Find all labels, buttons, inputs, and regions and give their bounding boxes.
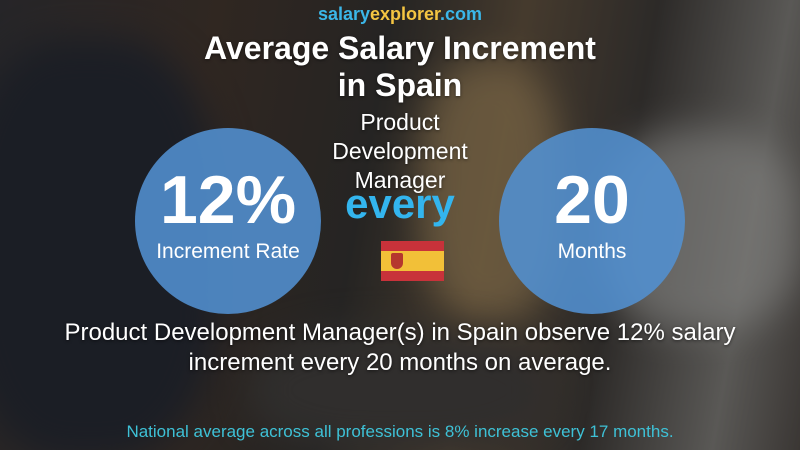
brand-part-explorer: explorer [370, 4, 441, 24]
brand-part-salary: salary [317, 4, 370, 24]
summary-line-1: Product Development Manager(s) in Spain … [64, 319, 736, 346]
every-connector: every [345, 180, 455, 227]
increment-rate-value: 12% [159, 162, 297, 238]
period-value: 20 [554, 162, 630, 238]
job-line-1: Product [360, 109, 440, 135]
spain-flag-icon [381, 241, 444, 281]
brand-part-com: .com [440, 4, 483, 24]
job-line-3: Manager [354, 167, 446, 193]
summary-line-2: increment every 20 months on average. [188, 349, 612, 376]
increment-rate-label: Increment Rate [156, 240, 300, 263]
increment-rate-circle: 12% Increment Rate [135, 128, 321, 314]
brand-logo: salaryexplorer.com [0, 4, 800, 25]
page-title: Average Salary Increment in Spain [0, 30, 800, 104]
period-label: Months [557, 240, 627, 263]
job-title: Product Development Manager [0, 108, 800, 195]
title-line-2: in Spain [337, 67, 463, 103]
summary-text: Product Development Manager(s) in Spain … [0, 318, 800, 378]
period-circle: 20 Months [499, 128, 685, 314]
national-average-note: National average across all professions … [126, 422, 674, 441]
job-line-2: Development [332, 138, 468, 164]
title-line-1: Average Salary Increment [204, 30, 596, 66]
